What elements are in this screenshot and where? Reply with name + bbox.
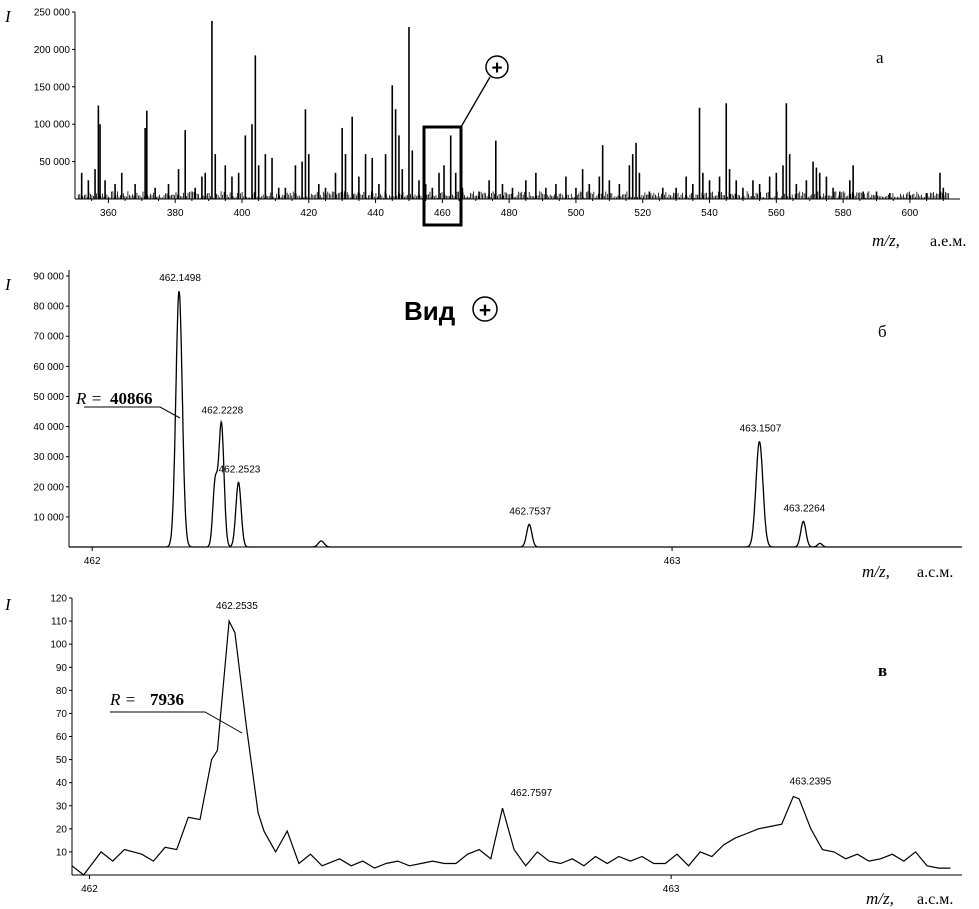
panel-c-peak-label: 462.7597 [511,788,553,799]
panel-b-title: Вид [404,296,456,326]
panel-a-y-axis-label: I [4,7,12,26]
panel-c-peak-label: 462.2535 [216,601,258,612]
panel-c-resolution-prefix: R = [109,690,136,709]
panel-a-spectrum: I а m/z, а.е.м. 50 000 100 000 150 000 200 … [4,7,966,250]
panel-a-x-tick-label: 600 [902,208,919,219]
panel-b-peak-label: 462.2228 [202,406,244,417]
panel-c-letter: в [878,661,887,680]
panel-c-peak-label: 463.2395 [790,777,832,788]
panel-a-zoom-box [422,125,463,227]
panel-b-x-tick-label: 463 [664,556,681,567]
panel-a-x-tick-label: 460 [434,208,451,219]
panel-c-y-tick-label: 90 [56,663,68,674]
panel-b-peak-label: 462.1498 [159,273,201,284]
panel-c-resolution-value: 7936 [150,690,184,709]
panel-a-y-tick-label: 50 000 [39,157,70,168]
panel-c-y-tick-label: 120 [50,594,67,605]
panel-b-resolution-value: 40866 [110,389,153,408]
panel-b-title-plus-symbol: + [479,299,491,322]
panel-c-y-tick-label: 100 [50,640,67,651]
panel-a-x-tick-label: 520 [634,208,651,219]
panel-a-x-tick-label: 580 [835,208,852,219]
panel-a-letter: а [876,48,884,67]
panel-b-resolution-prefix: R = [75,389,102,408]
panel-c-y-axis-label: I [4,595,12,614]
panel-c-spectrum-line [71,618,951,876]
panel-a-x-tick-label: 420 [300,208,317,219]
panel-a-x-tick-label: 560 [768,208,785,219]
panel-a-y-tick-label: 200 000 [34,45,71,56]
panel-b-y-tick-label: 50 000 [33,392,64,403]
panel-c-spectrum: I в m/z, а.с.м. 10 20 30 40 50 60 70 80 90 100 110… [4,594,962,908]
panel-b-peak-label: 462.7537 [509,506,551,517]
panel-c-y-tick-label: 60 [56,732,68,743]
panel-b-title-plus-marker [472,296,498,322]
panel-c-y-tick-label: 110 [51,617,67,628]
panel-b-y-tick-label: 90 000 [33,272,64,283]
panel-a-zoom-connector [460,76,491,128]
panel-b-y-axis-label: I [4,275,12,294]
panel-a-x-tick-label: 360 [100,208,117,219]
panel-b-y-tick-label: 10 000 [33,512,64,523]
panel-b-y-tick-label: 40 000 [33,422,64,433]
panel-a-noise [77,191,949,199]
panel-b-letter: б [878,322,887,341]
panel-b-spectrum: I Вид + б m/z, а.с.м. 10 000 20 000 30 000… [4,270,962,581]
panel-a-plus-marker [485,55,509,79]
panel-b-x-axis-label: m/z, [862,562,890,581]
panel-c-y-tick-label: 40 [56,778,68,789]
panel-b-x-tick-label: 462 [84,556,101,567]
panel-c-x-tick-label: 463 [663,884,680,895]
panel-a-x-axis-unit: а.е.м. [930,233,966,250]
panel-a-y-tick-label: 250 000 [34,8,71,19]
panel-c-y-tick-label: 50 [56,755,68,766]
panel-a-y-tick-label: 150 000 [34,82,71,93]
panel-c-x-tick-label: 462 [81,884,98,895]
panel-b-spectrum-line [69,290,962,548]
panel-b-peak-label: 463.2264 [783,503,825,514]
panel-a-x-tick-label: 540 [701,208,718,219]
panel-a-x-tick-label: 400 [234,208,251,219]
panel-b-peak-label: 463.1507 [740,424,782,435]
panel-a-y-tick-label: 100 000 [34,120,71,131]
panel-c-y-tick-label: 10 [56,847,68,858]
panel-c-y-tick-label: 30 [56,801,68,812]
panel-c-x-axis-unit: а.с.м. [917,891,953,908]
panel-c-x-axis-label: m/z, [866,889,894,908]
panel-b-resolution-leader [84,406,181,419]
panel-b-y-tick-label: 70 000 [33,332,64,343]
panel-a-x-tick-label: 440 [367,208,384,219]
panel-c-y-tick-label: 20 [56,824,68,835]
panel-c-resolution-annotation: R = 7936 [109,690,243,734]
panel-b-y-tick-label: 30 000 [33,452,64,463]
panel-b-resolution-annotation: R = 40866 [75,389,181,419]
panel-a-x-tick-label: 480 [501,208,518,219]
panel-b-x-axis-unit: а.с.м. [917,564,953,581]
panel-a-x-axis-label: m/z, [872,231,900,250]
panel-b-y-tick-label: 60 000 [33,362,64,373]
panel-a-x-tick-label: 380 [167,208,184,219]
panel-b-y-tick-label: 20 000 [33,482,64,493]
panel-b-y-tick-label: 80 000 [33,302,64,313]
panel-a-x-tick-label: 500 [568,208,585,219]
panel-b-peak-label: 462.2523 [219,464,261,475]
panel-c-y-tick-label: 70 [56,709,68,720]
panel-c-y-tick-label: 80 [56,686,68,697]
panel-a-plus-marker-symbol: + [491,58,502,79]
panel-c-resolution-leader [110,711,243,734]
